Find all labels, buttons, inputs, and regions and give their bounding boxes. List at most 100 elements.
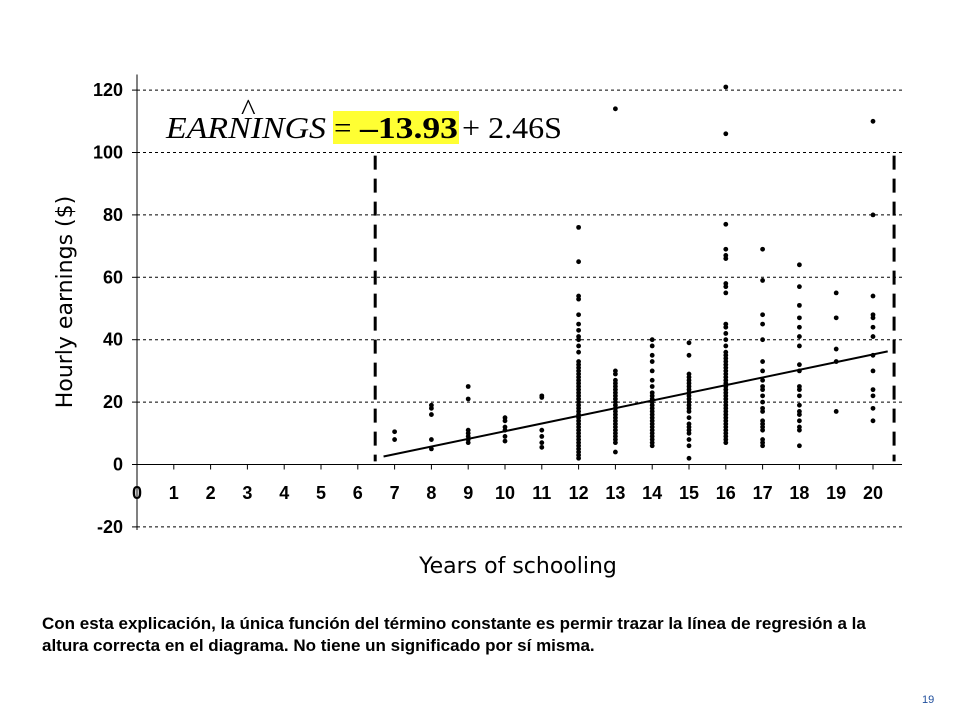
data-point	[723, 221, 729, 227]
data-point	[723, 290, 729, 296]
x-tick-label: 3	[242, 483, 252, 503]
y-tick-labels: -20 0 20 40 60 80 100 120	[93, 80, 123, 537]
regression-line	[383, 350, 888, 458]
data-point	[723, 281, 729, 286]
data-point	[686, 455, 692, 461]
x-tick-label: 16	[716, 483, 736, 503]
x-tick-label: 17	[753, 483, 773, 503]
data-point	[797, 384, 802, 389]
y-tick-label: 100	[93, 143, 123, 163]
y-tick-label: 20	[103, 392, 123, 412]
data-point	[760, 359, 765, 364]
data-point	[576, 321, 581, 327]
equation-intercept: –13.93	[359, 110, 458, 145]
data-point	[870, 212, 876, 218]
x-tick-label: 7	[390, 483, 400, 503]
data-point	[723, 349, 729, 355]
data-point	[576, 259, 581, 265]
x-tick-label: 13	[605, 483, 625, 503]
x-tick-label: 0	[132, 483, 142, 503]
data-point	[539, 444, 545, 450]
data-point	[723, 84, 729, 90]
data-point	[760, 321, 765, 327]
x-tick-label: 15	[679, 483, 699, 503]
data-point	[723, 337, 729, 343]
data-point	[649, 368, 655, 374]
data-point	[649, 384, 655, 389]
data-point	[760, 437, 765, 442]
y-tick-label: 40	[103, 330, 123, 350]
data-point	[649, 337, 655, 343]
data-point	[502, 438, 508, 444]
x-tick-label: 9	[463, 483, 473, 503]
y-tick-label: 80	[103, 205, 123, 225]
data-point	[649, 352, 655, 358]
x-tick-label: 1	[169, 483, 179, 503]
y-tick-label: 60	[103, 267, 123, 287]
data-point	[392, 437, 397, 442]
data-point	[797, 418, 802, 424]
data-point	[649, 377, 655, 383]
data-point	[870, 405, 876, 411]
x-tick-label: 11	[532, 483, 551, 503]
data-point	[870, 418, 876, 424]
y-axis-title: Hourly earnings ($)	[53, 196, 78, 408]
data-point	[870, 334, 876, 339]
data-point	[539, 427, 545, 433]
data-point	[833, 346, 839, 352]
equation-equals: =	[334, 110, 351, 145]
data-point	[797, 362, 802, 368]
data-point	[870, 293, 876, 299]
data-point	[760, 384, 765, 389]
data-point	[576, 334, 581, 339]
x-tick-label: 12	[569, 483, 589, 503]
data-point	[797, 424, 802, 430]
y-tick-label: -20	[97, 517, 123, 537]
gridlines	[137, 89, 902, 528]
x-tick-label: 5	[316, 483, 326, 503]
data-point	[686, 371, 692, 377]
x-tick-label: 20	[863, 483, 883, 503]
data-point	[723, 331, 729, 336]
data-point	[576, 327, 581, 333]
x-tick-label: 14	[642, 483, 662, 503]
regression-line-group	[383, 350, 888, 458]
data-point	[833, 409, 839, 414]
data-point	[502, 415, 508, 421]
data-point	[797, 409, 802, 414]
x-tick-label: 6	[353, 483, 363, 503]
data-point	[870, 368, 876, 374]
data-point	[760, 278, 765, 283]
data-point	[760, 399, 765, 405]
data-point	[797, 443, 802, 449]
x-tick-label: 8	[426, 483, 436, 503]
data-point	[465, 427, 471, 433]
data-point	[576, 359, 581, 364]
data-point	[649, 359, 655, 364]
data-point	[870, 312, 876, 318]
y-tick-label: 0	[113, 455, 123, 475]
data-point	[797, 402, 802, 408]
data-point	[760, 393, 765, 399]
data-point	[723, 246, 729, 252]
data-point	[797, 315, 802, 321]
data-point	[833, 315, 839, 321]
data-point	[429, 412, 434, 417]
data-point	[797, 262, 802, 268]
equation-lhs: EARNINGS	[165, 110, 326, 145]
data-point	[870, 387, 876, 393]
data-point	[576, 293, 581, 299]
data-point	[870, 324, 876, 330]
y-tick-label: 120	[93, 80, 123, 100]
equation-hat: ^	[241, 92, 256, 127]
data-point	[613, 377, 618, 383]
data-point	[429, 437, 434, 442]
data-point	[760, 418, 765, 424]
data-point	[539, 393, 545, 399]
data-point	[649, 390, 655, 396]
data-point	[833, 290, 839, 296]
data-point	[502, 424, 508, 430]
data-point	[649, 343, 655, 349]
data-point	[797, 284, 802, 290]
